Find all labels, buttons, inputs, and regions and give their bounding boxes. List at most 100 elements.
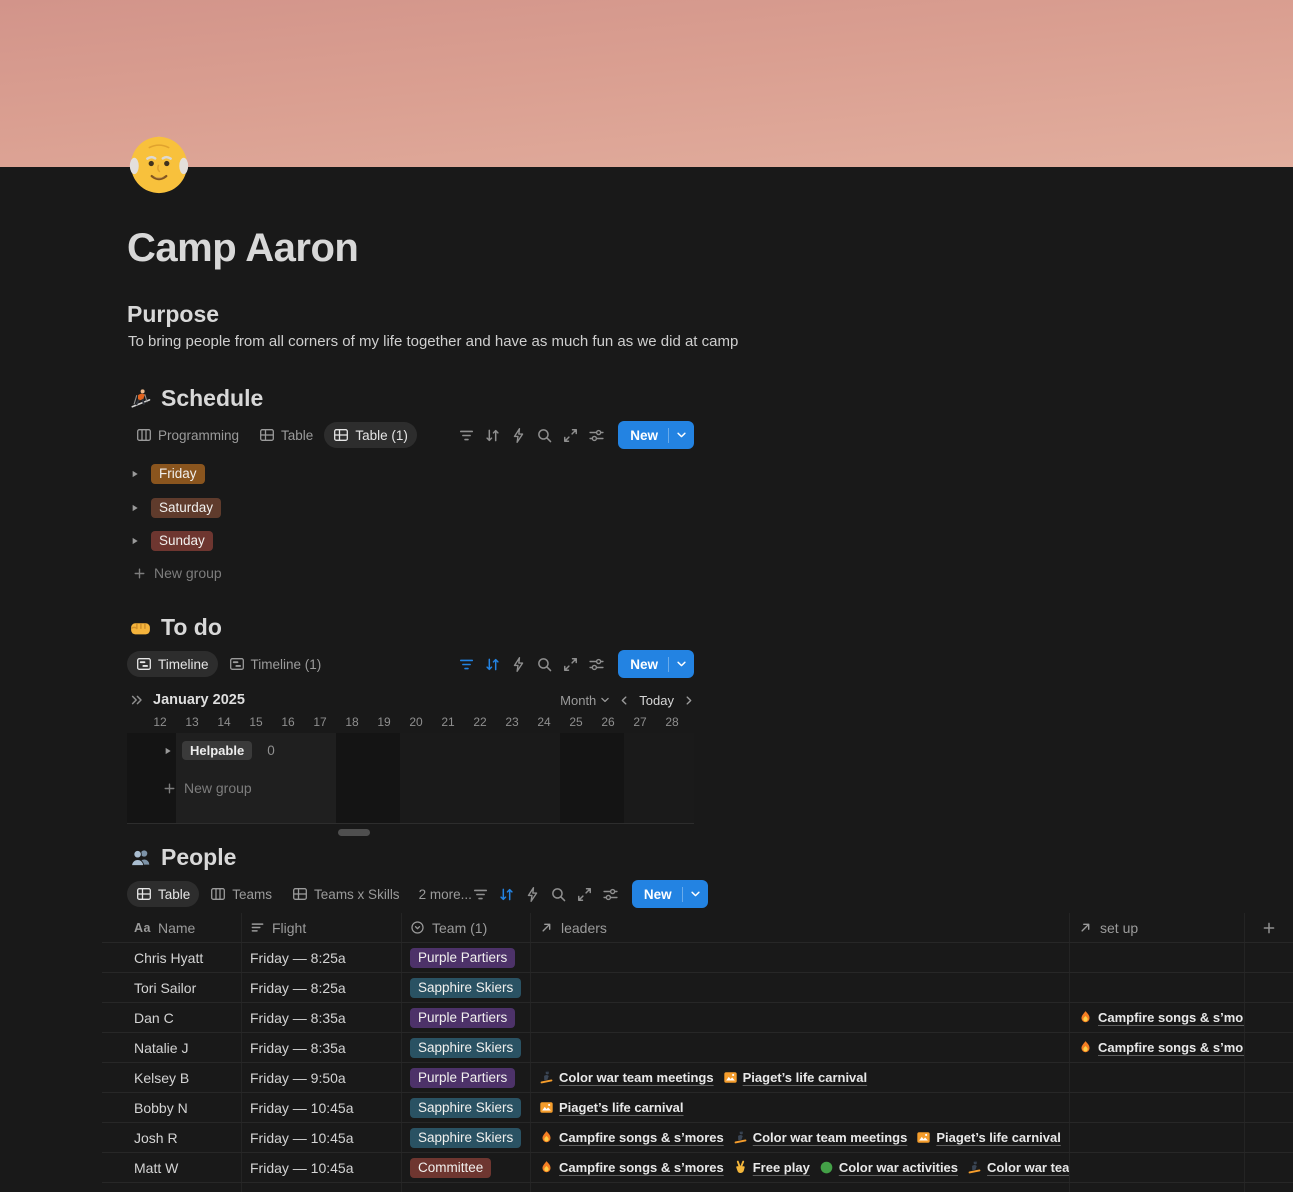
name-cell[interactable]: Chris Hyatt bbox=[102, 943, 242, 972]
new-button[interactable]: New bbox=[618, 421, 694, 449]
set-up-cell[interactable] bbox=[1070, 1123, 1245, 1152]
filter-icon[interactable] bbox=[458, 656, 475, 673]
flight-cell[interactable]: Friday — 10:45a bbox=[242, 1153, 402, 1182]
older-man-emoji-page-icon[interactable] bbox=[128, 133, 190, 195]
flight-cell[interactable]: Friday — 8:25a bbox=[242, 943, 402, 972]
page-link[interactable]: Piaget’s life carnival bbox=[723, 1070, 867, 1085]
search-icon[interactable] bbox=[536, 656, 553, 673]
set-up-cell[interactable] bbox=[1070, 1063, 1245, 1092]
page-link[interactable]: Color war activities bbox=[819, 1160, 958, 1175]
filter-icon[interactable] bbox=[458, 427, 475, 444]
table-row[interactable]: Matt W Friday — 10:45a Committee Campfir… bbox=[102, 1153, 1293, 1183]
timeline-scale-dropdown[interactable]: Month bbox=[560, 693, 610, 708]
name-cell[interactable]: Natalie J bbox=[102, 1033, 242, 1062]
double-chevron-right-icon[interactable] bbox=[130, 693, 144, 707]
view-tab-timeline[interactable]: Timeline bbox=[127, 651, 218, 677]
set-up-cell[interactable]: Campfire songs & s’mores bbox=[1070, 1033, 1245, 1062]
team-cell[interactable]: Sapphire Skiers bbox=[402, 1093, 531, 1122]
name-cell[interactable]: Josh R bbox=[102, 1123, 242, 1152]
expand-icon[interactable] bbox=[562, 427, 579, 444]
leaders-cell[interactable] bbox=[531, 1033, 1070, 1062]
toggle-triangle-icon[interactable] bbox=[163, 745, 173, 757]
flight-cell[interactable]: Friday — 8:35a bbox=[242, 1003, 402, 1032]
view-tab-table[interactable]: Table bbox=[127, 881, 200, 907]
leaders-cell[interactable]: Piaget’s life carnival bbox=[531, 1093, 1070, 1122]
set-up-cell[interactable]: Campfire songs & s’mores bbox=[1070, 1003, 1245, 1032]
new-group-button[interactable]: New group bbox=[133, 565, 222, 581]
add-column-button[interactable] bbox=[1245, 913, 1293, 942]
page-link[interactable]: Color war team meetings bbox=[967, 1160, 1069, 1175]
page-link[interactable]: Campfire songs & s’mores bbox=[539, 1130, 724, 1145]
column-header-flight[interactable]: Flight bbox=[242, 913, 402, 942]
more-views-button[interactable]: 2 more... bbox=[418, 886, 472, 902]
view-tab-table-1[interactable]: Table (1) bbox=[324, 422, 417, 448]
flight-cell[interactable]: Friday — 10:45a bbox=[242, 1123, 402, 1152]
page-link[interactable]: Piaget’s life carnival bbox=[539, 1100, 684, 1115]
page-link[interactable]: Color war team meetings bbox=[539, 1070, 714, 1085]
flight-cell[interactable]: Friday — 10:45a bbox=[242, 1093, 402, 1122]
page-link[interactable]: Campfire songs & s’mores bbox=[1078, 1040, 1244, 1055]
name-cell[interactable]: Dan C bbox=[102, 1003, 242, 1032]
table-row[interactable]: Dan C Friday — 8:35a Purple Partiers Cam… bbox=[102, 1003, 1293, 1033]
expand-icon[interactable] bbox=[576, 886, 593, 903]
group-tag-saturday[interactable]: Saturday bbox=[151, 498, 222, 518]
settings-sliders-icon[interactable] bbox=[588, 656, 605, 673]
team-cell[interactable]: Purple Partiers bbox=[402, 1063, 531, 1092]
horizontal-scrollbar[interactable] bbox=[338, 829, 370, 836]
view-tab-timeline-1[interactable]: Timeline (1) bbox=[220, 651, 331, 677]
leaders-cell[interactable] bbox=[531, 973, 1070, 1002]
automation-icon[interactable] bbox=[510, 656, 527, 673]
toggle-triangle-icon[interactable] bbox=[130, 535, 140, 547]
new-button[interactable]: New bbox=[631, 880, 708, 908]
chevron-down-icon[interactable] bbox=[669, 659, 694, 669]
settings-sliders-icon[interactable] bbox=[588, 427, 605, 444]
group-tag-sunday[interactable]: Sunday bbox=[151, 531, 213, 551]
name-cell[interactable]: Bobby N bbox=[102, 1093, 242, 1122]
table-row[interactable]: Josh R Friday — 10:45a Sapphire Skiers C… bbox=[102, 1123, 1293, 1153]
flight-cell[interactable]: Friday — 8:25a bbox=[242, 973, 402, 1002]
page-link[interactable]: Campfire songs & s’mores bbox=[1078, 1010, 1244, 1025]
chevron-down-icon[interactable] bbox=[669, 430, 694, 440]
view-tab-programming[interactable]: Programming bbox=[127, 422, 248, 448]
new-group-button[interactable]: New group bbox=[163, 780, 252, 796]
flight-cell[interactable]: Friday — 9:50a bbox=[242, 1063, 402, 1092]
team-cell[interactable]: Committee bbox=[402, 1153, 531, 1182]
automation-icon[interactable] bbox=[524, 886, 541, 903]
set-up-cell[interactable] bbox=[1070, 943, 1245, 972]
set-up-cell[interactable] bbox=[1070, 1153, 1245, 1182]
page-link[interactable]: Piaget’s life carnival bbox=[916, 1130, 1061, 1145]
team-cell[interactable]: Sapphire Skiers bbox=[402, 1123, 531, 1152]
toggle-triangle-icon[interactable] bbox=[130, 502, 140, 514]
sort-icon[interactable] bbox=[484, 656, 501, 673]
column-header-team[interactable]: Team (1) bbox=[402, 913, 531, 942]
search-icon[interactable] bbox=[536, 427, 553, 444]
column-header-set-up[interactable]: set up bbox=[1070, 913, 1245, 942]
table-row[interactable]: Natalie J Friday — 8:35a Sapphire Skiers… bbox=[102, 1033, 1293, 1063]
automation-icon[interactable] bbox=[510, 427, 527, 444]
column-header-leaders[interactable]: leaders bbox=[531, 913, 1070, 942]
table-row[interactable]: Bobby N Friday — 10:45a Sapphire Skiers … bbox=[102, 1093, 1293, 1123]
set-up-cell[interactable] bbox=[1070, 973, 1245, 1002]
page-link[interactable]: Free play bbox=[733, 1160, 810, 1175]
name-cell[interactable]: Matt W bbox=[102, 1153, 242, 1182]
view-tab-table[interactable]: Table bbox=[250, 422, 322, 448]
team-cell[interactable]: Purple Partiers bbox=[402, 1003, 531, 1032]
set-up-cell[interactable] bbox=[1070, 1093, 1245, 1122]
chevron-down-icon[interactable] bbox=[683, 889, 708, 899]
page-cover[interactable] bbox=[0, 0, 1293, 167]
view-tab-teams-x-skills[interactable]: Teams x Skills bbox=[283, 881, 409, 907]
leaders-cell[interactable]: Campfire songs & s’mores Free play Color… bbox=[531, 1153, 1070, 1182]
today-button[interactable]: Today bbox=[639, 692, 674, 708]
search-icon[interactable] bbox=[550, 886, 567, 903]
team-cell[interactable]: Sapphire Skiers bbox=[402, 973, 531, 1002]
page-link[interactable]: Color war team meetings bbox=[733, 1130, 907, 1145]
chevron-right-icon[interactable] bbox=[683, 695, 694, 706]
team-cell[interactable]: Sapphire Skiers bbox=[402, 1033, 531, 1062]
flight-cell[interactable]: Friday — 8:35a bbox=[242, 1033, 402, 1062]
column-header-name[interactable]: Aa Name bbox=[102, 913, 242, 942]
view-tab-teams[interactable]: Teams bbox=[201, 881, 281, 907]
toggle-triangle-icon[interactable] bbox=[130, 468, 140, 480]
sort-icon[interactable] bbox=[498, 886, 515, 903]
table-row[interactable]: Chris Hyatt Friday — 8:25a Purple Partie… bbox=[102, 943, 1293, 973]
table-row[interactable]: Tori Sailor Friday — 8:25a Sapphire Skie… bbox=[102, 973, 1293, 1003]
